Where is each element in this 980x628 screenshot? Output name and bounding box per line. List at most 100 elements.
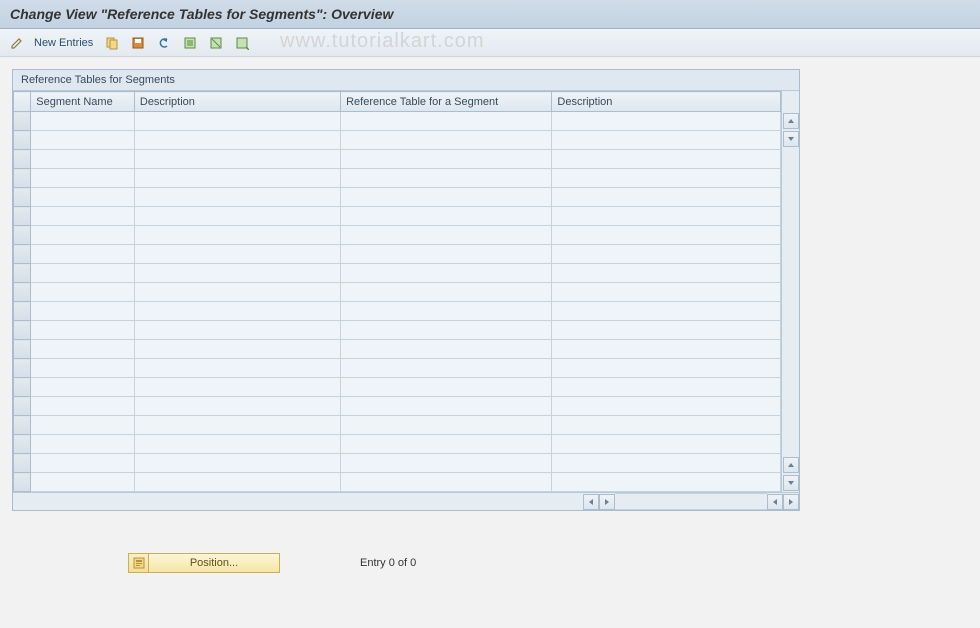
scroll-track[interactable] xyxy=(782,148,799,456)
cell[interactable] xyxy=(31,169,135,188)
cell[interactable] xyxy=(552,283,781,302)
cell[interactable] xyxy=(552,321,781,340)
row-selector-header[interactable] xyxy=(14,92,31,112)
row-selector[interactable] xyxy=(14,378,31,397)
cell[interactable] xyxy=(134,207,340,226)
cell[interactable] xyxy=(31,302,135,321)
column-header-description-2[interactable]: Description xyxy=(552,92,781,112)
cell[interactable] xyxy=(134,473,340,492)
cell[interactable] xyxy=(134,435,340,454)
row-selector[interactable] xyxy=(14,340,31,359)
row-selector[interactable] xyxy=(14,359,31,378)
cell[interactable] xyxy=(134,226,340,245)
cell[interactable] xyxy=(552,416,781,435)
cell[interactable] xyxy=(134,321,340,340)
cell[interactable] xyxy=(134,359,340,378)
row-selector[interactable] xyxy=(14,397,31,416)
cell[interactable] xyxy=(31,245,135,264)
cell[interactable] xyxy=(134,150,340,169)
cell[interactable] xyxy=(134,340,340,359)
cell[interactable] xyxy=(341,340,552,359)
cell[interactable] xyxy=(134,264,340,283)
cell[interactable] xyxy=(31,321,135,340)
cell[interactable] xyxy=(552,169,781,188)
cell[interactable] xyxy=(552,245,781,264)
cell[interactable] xyxy=(134,169,340,188)
row-selector[interactable] xyxy=(14,188,31,207)
cell[interactable] xyxy=(552,188,781,207)
cell[interactable] xyxy=(31,264,135,283)
cell[interactable] xyxy=(341,245,552,264)
column-header-segment-name[interactable]: Segment Name xyxy=(31,92,135,112)
cell[interactable] xyxy=(552,397,781,416)
row-selector[interactable] xyxy=(14,207,31,226)
cell[interactable] xyxy=(552,264,781,283)
row-selector[interactable] xyxy=(14,283,31,302)
cell[interactable] xyxy=(341,169,552,188)
cell[interactable] xyxy=(341,150,552,169)
row-selector[interactable] xyxy=(14,226,31,245)
scroll-down-button-2[interactable] xyxy=(783,475,799,491)
hscroll-track[interactable] xyxy=(615,493,767,510)
row-selector[interactable] xyxy=(14,169,31,188)
row-selector[interactable] xyxy=(14,302,31,321)
cell[interactable] xyxy=(134,378,340,397)
cell[interactable] xyxy=(31,416,135,435)
cell[interactable] xyxy=(341,416,552,435)
column-header-reference-table[interactable]: Reference Table for a Segment xyxy=(341,92,552,112)
row-selector[interactable] xyxy=(14,245,31,264)
cell[interactable] xyxy=(341,454,552,473)
cell[interactable] xyxy=(341,359,552,378)
scroll-down-button[interactable] xyxy=(783,131,799,147)
column-header-description[interactable]: Description xyxy=(134,92,340,112)
new-entries-button[interactable]: New Entries xyxy=(34,37,93,49)
cell[interactable] xyxy=(341,321,552,340)
cell[interactable] xyxy=(552,359,781,378)
hscroll-right-1[interactable] xyxy=(599,494,615,510)
cell[interactable] xyxy=(552,207,781,226)
scroll-up-button-2[interactable] xyxy=(783,457,799,473)
scroll-up-button[interactable] xyxy=(783,113,799,129)
save-variant-icon[interactable] xyxy=(129,34,147,52)
cell[interactable] xyxy=(31,378,135,397)
row-selector[interactable] xyxy=(14,131,31,150)
cell[interactable] xyxy=(31,283,135,302)
cell[interactable] xyxy=(31,473,135,492)
position-button[interactable]: Position... xyxy=(128,553,280,573)
cell[interactable] xyxy=(31,435,135,454)
cell[interactable] xyxy=(341,188,552,207)
hscroll-left-1[interactable] xyxy=(583,494,599,510)
cell[interactable] xyxy=(134,416,340,435)
cell[interactable] xyxy=(134,283,340,302)
cell[interactable] xyxy=(134,245,340,264)
cell[interactable] xyxy=(134,302,340,321)
cell[interactable] xyxy=(552,378,781,397)
cell[interactable] xyxy=(341,207,552,226)
cell[interactable] xyxy=(31,454,135,473)
cell[interactable] xyxy=(31,150,135,169)
cell[interactable] xyxy=(341,226,552,245)
cell[interactable] xyxy=(341,397,552,416)
cell[interactable] xyxy=(341,435,552,454)
cell[interactable] xyxy=(341,378,552,397)
cell[interactable] xyxy=(134,397,340,416)
cell[interactable] xyxy=(552,131,781,150)
cell[interactable] xyxy=(341,131,552,150)
row-selector[interactable] xyxy=(14,321,31,340)
hscroll-left-2[interactable] xyxy=(767,494,783,510)
undo-icon[interactable] xyxy=(155,34,173,52)
cell[interactable] xyxy=(552,302,781,321)
cell[interactable] xyxy=(341,283,552,302)
cell[interactable] xyxy=(134,188,340,207)
delimit-icon[interactable] xyxy=(233,34,251,52)
row-selector[interactable] xyxy=(14,435,31,454)
cell[interactable] xyxy=(552,435,781,454)
cell[interactable] xyxy=(31,188,135,207)
cell[interactable] xyxy=(552,473,781,492)
cell[interactable] xyxy=(31,226,135,245)
cell[interactable] xyxy=(552,340,781,359)
hscroll-right-2[interactable] xyxy=(783,494,799,510)
cell[interactable] xyxy=(341,264,552,283)
copy-icon[interactable] xyxy=(103,34,121,52)
cell[interactable] xyxy=(31,340,135,359)
